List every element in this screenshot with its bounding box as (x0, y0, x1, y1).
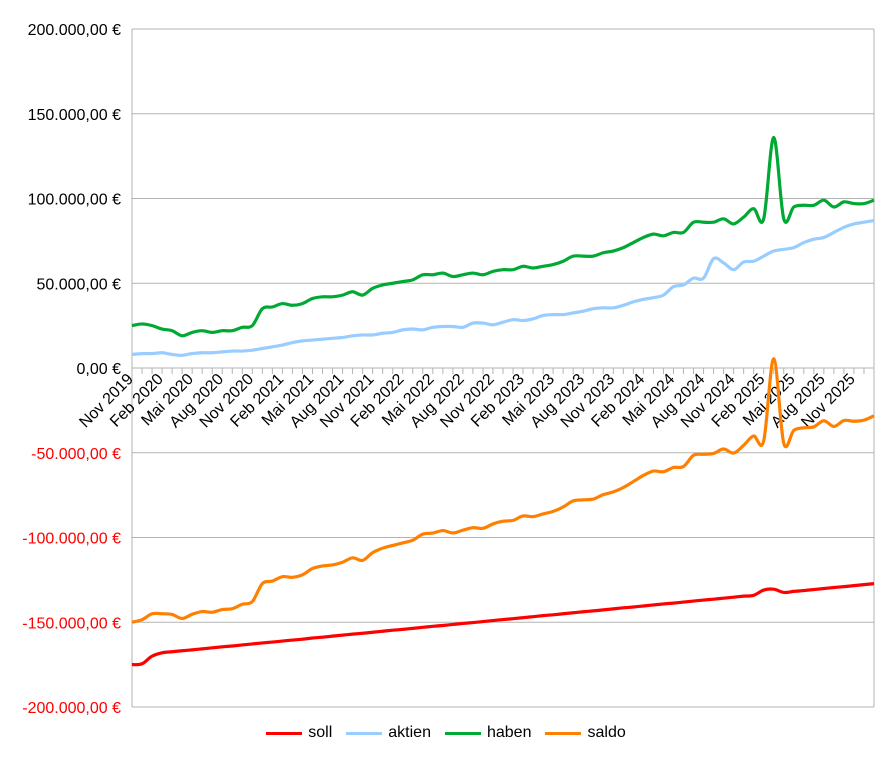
series-line-soll (131, 582, 875, 667)
y-tick-label: 200.000,00 € (28, 22, 122, 39)
y-tick-label: -150.000,00 € (22, 615, 121, 632)
legend-swatch-aktien (346, 731, 383, 735)
y-tick-label: -50.000,00 € (31, 446, 121, 463)
x-axis-ticks (131, 368, 875, 374)
series-line-haben (131, 135, 875, 338)
line-chart: 200.000,00 € 150.000,00 € 100.000,00 € 50.0… (22, 22, 875, 717)
legend-item-haben: haben (444, 724, 532, 742)
series-line-saldo (131, 357, 875, 624)
legend-item-aktien: aktien (346, 724, 431, 742)
legend-label-saldo: saldo (587, 724, 626, 741)
y-tick-label: 50.000,00 € (36, 276, 121, 293)
y-tick-label: 100.000,00 € (28, 192, 122, 209)
series-lines (131, 135, 875, 667)
y-tick-label: 0,00 € (77, 361, 122, 378)
y-tick-label: 150.000,00 € (28, 107, 122, 124)
legend-label-haben: haben (486, 724, 532, 741)
legend-label-aktien: aktien (388, 724, 431, 741)
legend: soll aktien haben saldo (0, 724, 892, 742)
y-axis-labels: 200.000,00 € 150.000,00 € 100.000,00 € 50.0… (22, 22, 121, 717)
legend-swatch-soll (266, 731, 303, 735)
legend-item-soll: soll (266, 724, 332, 742)
y-tick-label: -100.000,00 € (22, 531, 121, 548)
legend-swatch-haben (444, 731, 481, 735)
legend-item-saldo: saldo (545, 724, 626, 742)
legend-label-soll: soll (308, 724, 333, 741)
y-tick-label: -200.000,00 € (22, 700, 121, 717)
series-line-aktien (131, 218, 875, 357)
legend-swatch-saldo (545, 731, 582, 735)
